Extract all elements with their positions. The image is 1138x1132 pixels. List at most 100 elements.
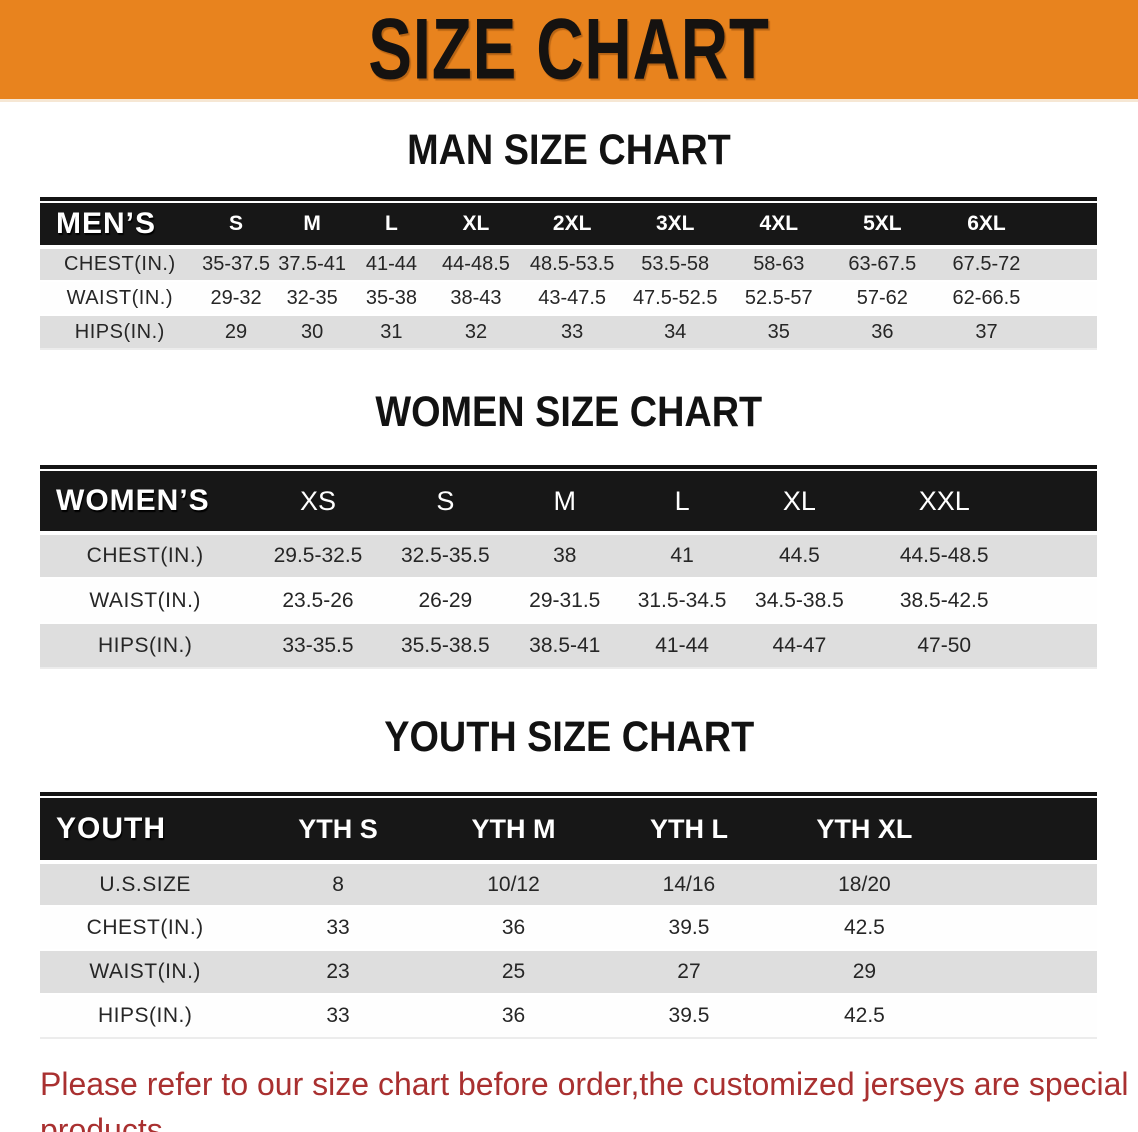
table-cell: 35.5-38.5 (385, 623, 506, 669)
youth-size-col-m: YTH M (425, 798, 602, 864)
table-cell: 48.5-53.5 (520, 247, 624, 282)
women-size-table: WOMEN’S XS S M L XL XXL CHEST(IN.) 29.5-… (40, 471, 1097, 669)
table-cell: 34 (623, 315, 727, 350)
table-cell: 44.5 (739, 533, 860, 579)
women-header-row: WOMEN’S XS S M L XL XXL (40, 471, 1097, 535)
men-table-title: MEN’S (40, 203, 200, 249)
table-cell: 39.5 (601, 906, 777, 951)
table-cell: 29-32 (199, 281, 273, 316)
spacer-cell (1029, 578, 1097, 624)
row-label: WAIST(IN.) (40, 281, 200, 316)
women-size-col-s: S (385, 471, 506, 535)
table-cell: 35 (726, 315, 831, 350)
youth-size-col-s: YTH S (250, 798, 426, 864)
table-cell: 43-47.5 (520, 281, 624, 316)
table-cell: 41 (624, 533, 740, 579)
table-cell: 36 (425, 994, 602, 1039)
women-size-col-xxl: XXL (859, 471, 1030, 535)
table-cell: 36 (830, 315, 935, 350)
table-cell: 63-67.5 (830, 247, 935, 282)
table-cell: 14/16 (601, 862, 777, 907)
youth-size-col-xl: YTH XL (776, 798, 953, 864)
table-cell: 41-44 (351, 247, 432, 282)
women-section-heading: WOMEN SIZE CHART (0, 388, 1138, 443)
row-label: WAIST(IN.) (40, 578, 251, 624)
spacer-cell (1038, 281, 1097, 316)
men-size-col-6xl: 6XL (934, 203, 1039, 249)
table-cell: 37.5-41 (272, 247, 352, 282)
men-size-col-2xl: 2XL (520, 203, 624, 249)
women-table-title: WOMEN’S (40, 471, 251, 535)
men-size-col-s: S (199, 203, 273, 249)
men-section-heading: MAN SIZE CHART (0, 126, 1138, 181)
men-waist-row: WAIST(IN.) 29-32 32-35 35-38 38-43 43-47… (40, 281, 1097, 316)
table-cell: 42.5 (776, 906, 953, 951)
table-cell: 10/12 (425, 862, 602, 907)
spacer-cell (952, 994, 1097, 1039)
youth-section-heading: YOUTH SIZE CHART (0, 713, 1138, 768)
spacer-cell (952, 950, 1097, 995)
table-cell: 33 (520, 315, 624, 350)
youth-chest-row: CHEST(IN.) 33 36 39.5 42.5 (40, 906, 1097, 951)
table-cell: 38.5-41 (505, 623, 625, 669)
youth-section-heading-text: YOUTH SIZE CHART (383, 713, 754, 761)
spacer-cell (1038, 247, 1097, 282)
table-cell: 33-35.5 (250, 623, 386, 669)
row-label: CHEST(IN.) (40, 247, 200, 282)
men-size-col-m: M (272, 203, 352, 249)
men-table-top-border (40, 197, 1097, 201)
table-cell: 36 (425, 906, 602, 951)
table-cell: 35-38 (351, 281, 432, 316)
table-cell: 52.5-57 (726, 281, 831, 316)
table-cell: 18/20 (776, 862, 953, 907)
men-size-col-4xl: 4XL (726, 203, 831, 249)
women-chest-row: CHEST(IN.) 29.5-32.5 32.5-35.5 38 41 44.… (40, 533, 1097, 579)
table-cell: 35-37.5 (199, 247, 273, 282)
table-cell: 25 (425, 950, 602, 995)
spacer-cell (1029, 471, 1097, 535)
table-cell: 31.5-34.5 (624, 578, 740, 624)
men-size-table: MEN’S S M L XL 2XL 3XL 4XL 5XL 6XL CHEST… (40, 203, 1097, 350)
table-cell: 53.5-58 (623, 247, 727, 282)
row-label: HIPS(IN.) (40, 315, 200, 350)
youth-table-top-border (40, 792, 1097, 796)
table-cell: 31 (351, 315, 432, 350)
table-cell: 29 (776, 950, 953, 995)
women-section-heading-text: WOMEN SIZE CHART (375, 388, 763, 436)
table-cell: 29 (199, 315, 273, 350)
row-label: HIPS(IN.) (40, 994, 251, 1039)
table-cell: 29-31.5 (505, 578, 625, 624)
table-cell: 23 (250, 950, 426, 995)
women-table-top-border (40, 465, 1097, 469)
youth-size-col-l: YTH L (601, 798, 777, 864)
women-size-col-l: L (624, 471, 740, 535)
table-cell: 26-29 (385, 578, 506, 624)
table-cell: 38.5-42.5 (859, 578, 1030, 624)
row-label: CHEST(IN.) (40, 533, 251, 579)
banner-title: SIZE CHART (368, 1, 770, 97)
table-cell: 34.5-38.5 (739, 578, 860, 624)
women-hips-row: HIPS(IN.) 33-35.5 35.5-38.5 38.5-41 41-4… (40, 623, 1097, 669)
youth-hips-row: HIPS(IN.) 33 36 39.5 42.5 (40, 994, 1097, 1039)
table-cell: 38-43 (431, 281, 521, 316)
table-cell: 67.5-72 (934, 247, 1039, 282)
youth-ussize-row: U.S.SIZE 8 10/12 14/16 18/20 (40, 862, 1097, 907)
row-label: CHEST(IN.) (40, 906, 251, 951)
table-cell: 37 (934, 315, 1039, 350)
men-hips-row: HIPS(IN.) 29 30 31 32 33 34 35 36 37 (40, 315, 1097, 350)
table-cell: 44-48.5 (431, 247, 521, 282)
table-cell: 41-44 (624, 623, 740, 669)
men-size-col-l: L (351, 203, 432, 249)
women-waist-row: WAIST(IN.) 23.5-26 26-29 29-31.5 31.5-34… (40, 578, 1097, 624)
spacer-cell (952, 798, 1097, 864)
men-size-col-3xl: 3XL (623, 203, 727, 249)
table-cell: 33 (250, 906, 426, 951)
table-cell: 29.5-32.5 (250, 533, 386, 579)
women-size-col-xs: XS (250, 471, 386, 535)
spacer-cell (952, 862, 1097, 907)
table-cell: 39.5 (601, 994, 777, 1039)
women-size-col-xl: XL (739, 471, 860, 535)
men-size-col-xl: XL (431, 203, 521, 249)
spacer-cell (952, 906, 1097, 951)
table-cell: 32-35 (272, 281, 352, 316)
